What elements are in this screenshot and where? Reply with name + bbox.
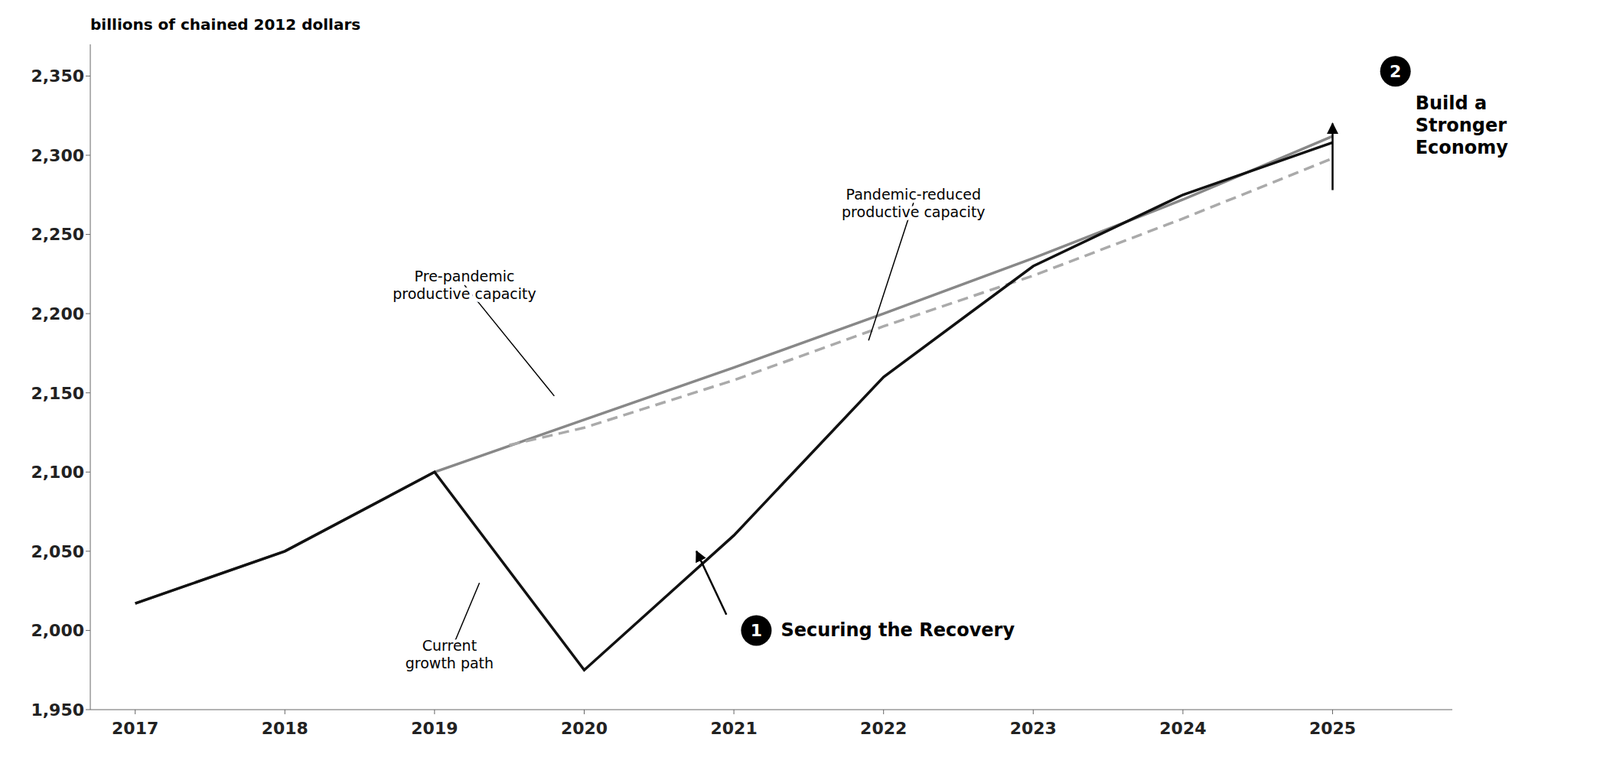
svg-text:2019: 2019 <box>410 719 458 739</box>
svg-text:2,150: 2,150 <box>30 384 85 404</box>
svg-text:2,200: 2,200 <box>30 304 85 324</box>
svg-text:Pandemic-reducedproductive cap: Pandemic-reducedproductive capacity <box>841 185 986 221</box>
svg-text:2: 2 <box>1389 61 1402 82</box>
svg-text:2021: 2021 <box>710 719 757 739</box>
svg-text:2025: 2025 <box>1309 719 1356 739</box>
svg-text:2,050: 2,050 <box>30 542 85 562</box>
svg-text:1: 1 <box>750 621 763 641</box>
svg-text:Currentgrowth path: Currentgrowth path <box>405 637 494 672</box>
svg-text:Pre-pandemicproductive capacit: Pre-pandemicproductive capacity <box>392 267 537 303</box>
svg-text:Build aStrongerEconomy: Build aStrongerEconomy <box>1415 92 1509 159</box>
svg-text:2018: 2018 <box>261 719 309 739</box>
svg-text:2,300: 2,300 <box>30 146 85 166</box>
svg-text:Securing the Recovery: Securing the Recovery <box>780 619 1015 642</box>
svg-text:2017: 2017 <box>111 719 159 739</box>
svg-text:2024: 2024 <box>1159 719 1206 739</box>
svg-text:2,100: 2,100 <box>30 462 85 483</box>
svg-text:2,350: 2,350 <box>30 66 85 86</box>
svg-text:2,000: 2,000 <box>30 621 85 641</box>
svg-text:2022: 2022 <box>860 719 907 739</box>
svg-text:1,950: 1,950 <box>30 700 85 721</box>
svg-text:2,250: 2,250 <box>30 224 85 245</box>
svg-text:2023: 2023 <box>1010 719 1057 739</box>
svg-text:2020: 2020 <box>560 719 608 739</box>
html-text:billions of chained 2012 dolla: billions of chained 2012 dollars <box>90 15 361 34</box>
